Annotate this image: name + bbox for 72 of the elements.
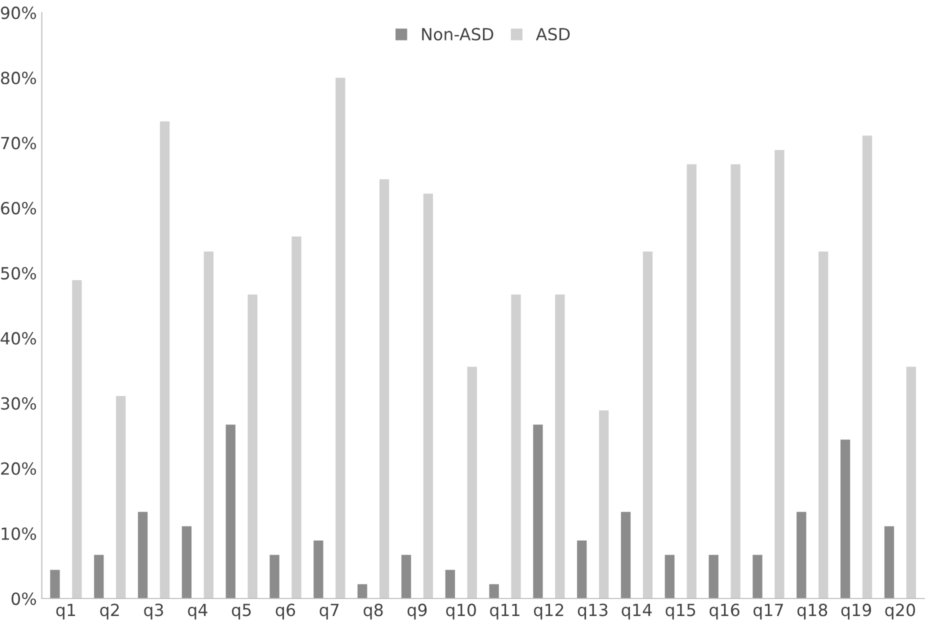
x-tick-label: q11	[490, 604, 520, 620]
bar	[336, 78, 346, 598]
x-tick-label: q7	[320, 604, 339, 620]
y-tick-label: 70%	[1, 136, 36, 150]
x-tick-label: q13	[578, 604, 608, 620]
x-tick-label: q19	[841, 604, 872, 620]
bar	[840, 440, 850, 598]
bar	[906, 366, 916, 598]
bar	[358, 584, 368, 598]
x-tick-label: q18	[797, 604, 828, 620]
y-tick-label: 80%	[1, 72, 36, 84]
bar	[533, 424, 543, 598]
bar	[270, 554, 280, 598]
x-tick-label: q12	[534, 604, 564, 620]
y-tick-label: 50%	[1, 266, 36, 280]
legend-label: ASD	[536, 28, 570, 40]
x-tick-label: q2	[100, 604, 119, 620]
bar	[598, 410, 609, 598]
x-tick-label: q9	[408, 604, 427, 620]
bar	[708, 554, 718, 598]
bar	[555, 294, 565, 598]
bar	[50, 570, 60, 598]
y-tick-label: 60%	[1, 202, 36, 214]
bar	[94, 554, 104, 598]
bar	[401, 554, 412, 598]
x-tick-label: q3	[144, 604, 164, 620]
bar	[314, 540, 324, 598]
bar	[664, 554, 675, 598]
x-tick-label: q8	[364, 604, 383, 620]
y-tick-label: 10%	[2, 527, 36, 540]
bar	[445, 570, 455, 598]
x-tick-label: q20	[885, 604, 915, 620]
bar	[160, 121, 170, 598]
y-tick-label: 90%	[0, 6, 36, 20]
bar	[620, 512, 631, 598]
x-tick-label: q4	[188, 604, 208, 620]
x-tick-label: q6	[276, 604, 296, 620]
y-tick-label: 0%	[12, 592, 36, 606]
x-tick-label: q1	[56, 604, 76, 620]
bar	[489, 584, 499, 598]
x-tick-label: q5	[232, 604, 251, 620]
y-tick-label: 40%	[0, 332, 36, 345]
x-tick-label: q15	[666, 604, 696, 620]
bar	[642, 252, 653, 598]
bar	[423, 194, 434, 598]
bar	[730, 164, 740, 598]
bar	[72, 280, 82, 598]
bar	[467, 366, 477, 598]
bar	[138, 512, 148, 598]
bar	[774, 150, 784, 598]
bar	[884, 526, 894, 598]
bar	[511, 294, 521, 598]
bar	[204, 252, 214, 598]
bar	[752, 554, 762, 598]
bar	[686, 164, 696, 598]
x-tick-label: q16	[710, 604, 740, 620]
bar	[862, 136, 872, 598]
bar	[292, 236, 302, 598]
bar	[379, 179, 390, 598]
legend-label: Non-ASD	[422, 28, 494, 40]
bar	[226, 424, 236, 598]
y-tick-label: 20%	[1, 462, 36, 475]
x-tick-label: q10	[446, 604, 476, 620]
bar	[182, 526, 192, 598]
x-tick-label: q14	[622, 604, 652, 620]
bar	[577, 540, 587, 598]
bar	[116, 396, 126, 598]
x-tick-label: q17	[754, 604, 783, 620]
bar	[248, 294, 258, 598]
bar	[796, 512, 806, 598]
y-tick-label: 30%	[1, 397, 36, 410]
bar	[818, 252, 828, 598]
